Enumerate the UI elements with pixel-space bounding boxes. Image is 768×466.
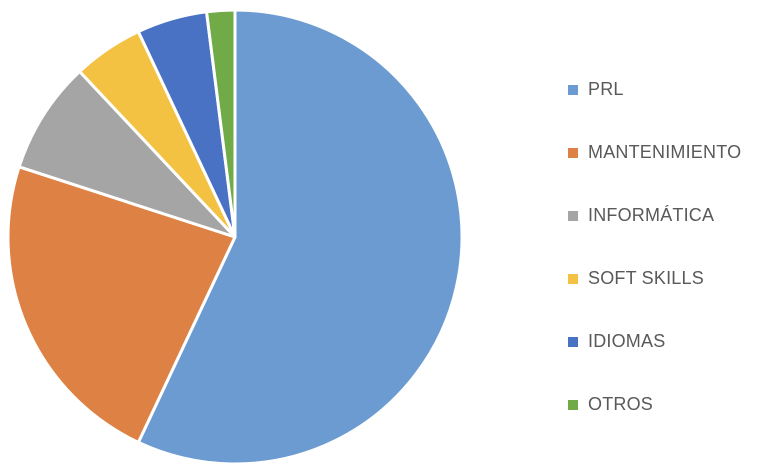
legend-label: IDIOMAS <box>588 331 666 351</box>
legend-swatch <box>568 336 578 347</box>
legend-label: PRL <box>588 79 624 99</box>
legend-swatch <box>568 147 578 158</box>
legend-label: SOFT SKILLS <box>588 268 704 288</box>
legend-item-informatica: INFORMÁTICA <box>568 200 768 231</box>
pie-slices <box>6 8 464 466</box>
legend-item-mantenimiento: MANTENIMIENTO <box>568 137 768 168</box>
legend-label: INFORMÁTICA <box>588 205 715 225</box>
legend-swatch <box>568 273 578 284</box>
legend-item-prl: PRL <box>568 74 768 105</box>
legend-item-otros: OTROS <box>568 389 768 420</box>
pie-slice-prl <box>136 8 464 466</box>
legend-item-soft-skills: SOFT SKILLS <box>568 263 768 294</box>
legend-label: MANTENIMIENTO <box>588 142 742 162</box>
pie-slice-informatica <box>17 70 237 239</box>
legend-item-idiomas: IDIOMAS <box>568 326 768 357</box>
legend-swatch <box>568 399 578 410</box>
pie-slice-otros <box>205 8 237 239</box>
legend-label: OTROS <box>588 394 654 414</box>
chart-legend: PRL MANTENIMIENTO INFORMÁTICA SOFT SKILLS ID… <box>568 74 768 452</box>
legend-swatch <box>568 84 578 95</box>
legend-swatch <box>568 210 578 221</box>
pie-slice-mantenimiento <box>6 165 237 444</box>
